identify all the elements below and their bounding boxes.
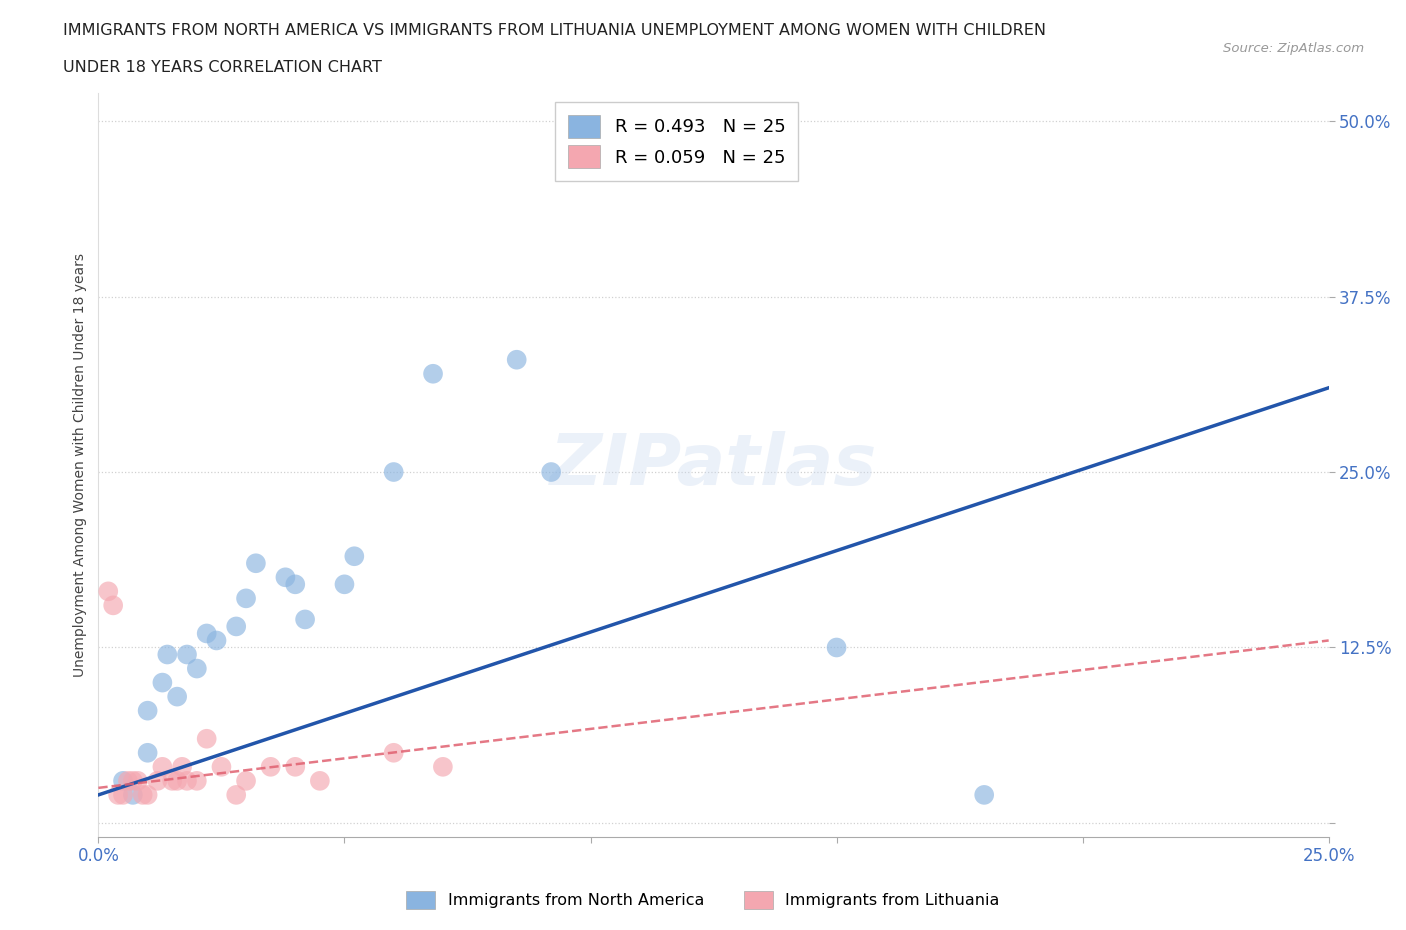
Point — [211, 760, 233, 775]
Point — [195, 731, 218, 746]
Point — [245, 556, 267, 571]
Text: ZIPatlas: ZIPatlas — [550, 431, 877, 499]
Point — [176, 647, 198, 662]
Point — [432, 760, 454, 775]
Text: IMMIGRANTS FROM NORTH AMERICA VS IMMIGRANTS FROM LITHUANIA UNEMPLOYMENT AMONG WO: IMMIGRANTS FROM NORTH AMERICA VS IMMIGRA… — [63, 23, 1046, 38]
Point — [973, 788, 995, 803]
Point — [97, 584, 120, 599]
Point — [186, 774, 208, 789]
Point — [136, 788, 159, 803]
Point — [422, 366, 444, 381]
Point — [186, 661, 208, 676]
Point — [205, 633, 228, 648]
Point — [176, 774, 198, 789]
Text: Source: ZipAtlas.com: Source: ZipAtlas.com — [1223, 42, 1364, 55]
Point — [225, 619, 247, 634]
Point — [112, 774, 135, 789]
Point — [260, 760, 283, 775]
Point — [284, 577, 307, 591]
Point — [166, 774, 188, 789]
Point — [136, 745, 159, 760]
Point — [117, 774, 139, 789]
Point — [382, 465, 405, 480]
Text: UNDER 18 YEARS CORRELATION CHART: UNDER 18 YEARS CORRELATION CHART — [63, 60, 382, 75]
Point — [107, 788, 129, 803]
Point — [156, 647, 179, 662]
Point — [103, 598, 125, 613]
Point — [146, 774, 169, 789]
Point — [294, 612, 316, 627]
Point — [382, 745, 405, 760]
Point — [132, 788, 155, 803]
Point — [225, 788, 247, 803]
Point — [127, 774, 149, 789]
Point — [152, 760, 174, 775]
Point — [284, 760, 307, 775]
Point — [195, 626, 218, 641]
Point — [540, 465, 562, 480]
Point — [122, 774, 145, 789]
Legend: Immigrants from North America, Immigrants from Lithuania: Immigrants from North America, Immigrant… — [398, 883, 1008, 917]
Point — [235, 774, 257, 789]
Point — [343, 549, 366, 564]
Y-axis label: Unemployment Among Women with Children Under 18 years: Unemployment Among Women with Children U… — [73, 253, 87, 677]
Point — [333, 577, 356, 591]
Point — [235, 591, 257, 605]
Point — [112, 788, 135, 803]
Legend: R = 0.493   N = 25, R = 0.059   N = 25: R = 0.493 N = 25, R = 0.059 N = 25 — [555, 102, 799, 181]
Point — [274, 570, 297, 585]
Point — [506, 352, 529, 367]
Point — [152, 675, 174, 690]
Point — [166, 689, 188, 704]
Point — [162, 774, 183, 789]
Point — [825, 640, 848, 655]
Point — [122, 788, 145, 803]
Point — [136, 703, 159, 718]
Point — [172, 760, 194, 775]
Point — [309, 774, 332, 789]
